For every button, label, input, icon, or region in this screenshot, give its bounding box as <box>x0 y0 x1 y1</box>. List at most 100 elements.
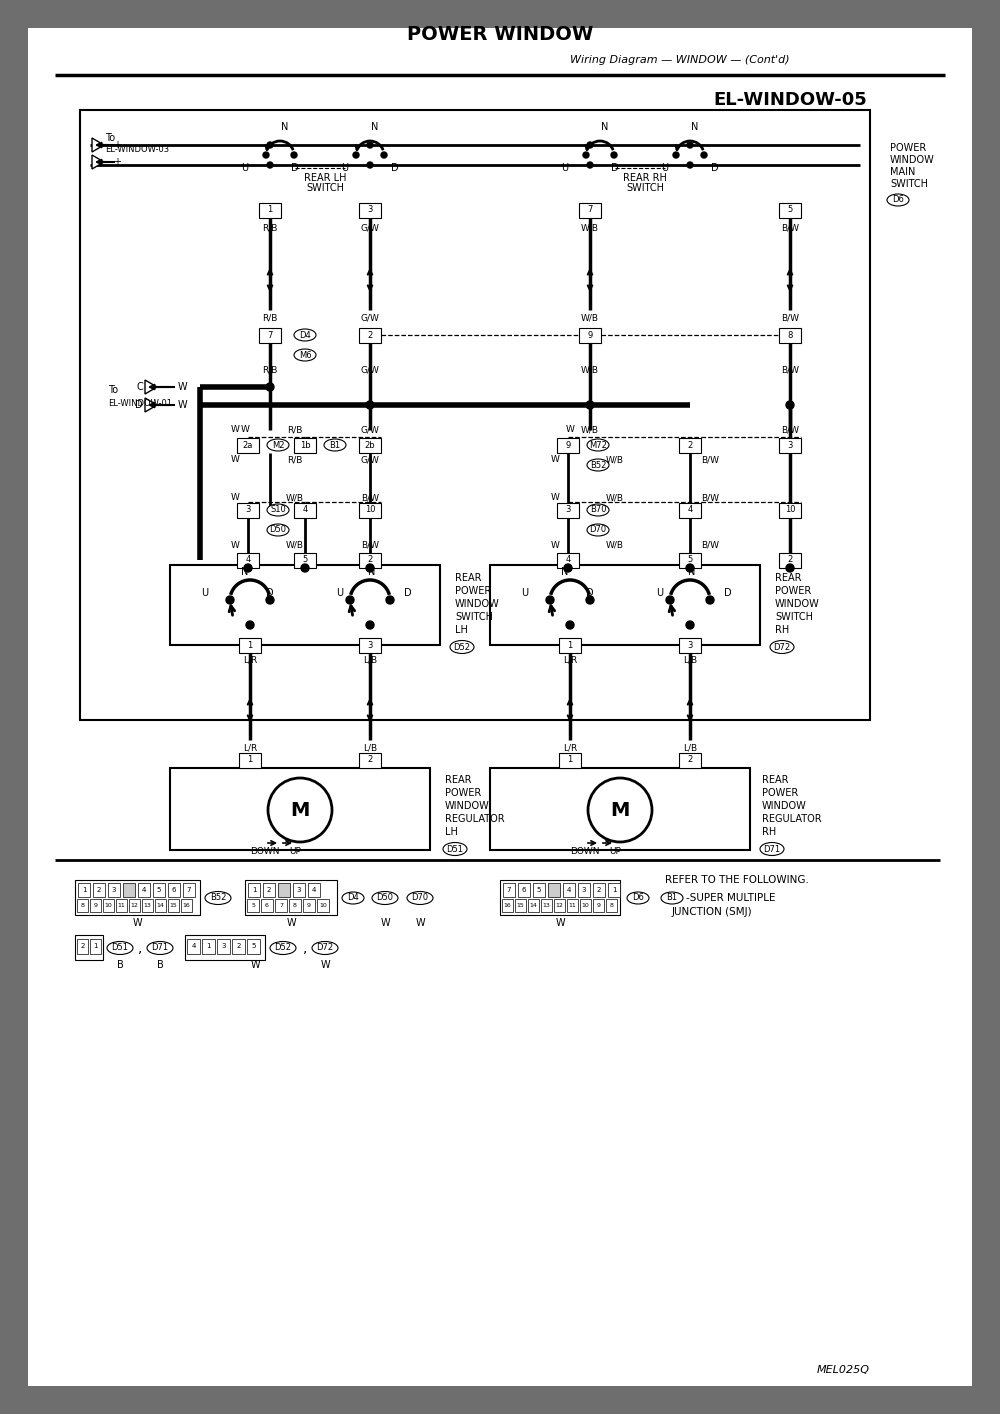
Bar <box>359 553 381 567</box>
Text: WINDOW: WINDOW <box>890 156 935 165</box>
Text: R/B: R/B <box>287 426 303 434</box>
Bar <box>80 110 870 720</box>
Ellipse shape <box>887 194 909 206</box>
Ellipse shape <box>770 641 794 653</box>
Text: W: W <box>231 540 239 550</box>
Text: B/W: B/W <box>701 540 719 550</box>
Circle shape <box>587 141 593 148</box>
Text: L/R: L/R <box>563 744 577 752</box>
Text: 5: 5 <box>251 943 256 949</box>
Circle shape <box>268 778 332 841</box>
Text: 12: 12 <box>131 904 138 908</box>
Text: 6: 6 <box>522 887 526 894</box>
Bar <box>187 939 200 954</box>
Bar <box>185 935 265 960</box>
Text: M6: M6 <box>299 351 311 359</box>
Text: 2: 2 <box>97 887 101 894</box>
Circle shape <box>564 564 572 573</box>
Bar <box>170 566 440 645</box>
Text: L/R: L/R <box>243 656 257 665</box>
Text: SWITCH: SWITCH <box>455 612 493 622</box>
Text: D: D <box>724 588 732 598</box>
Ellipse shape <box>587 460 609 471</box>
Text: W: W <box>566 426 574 434</box>
Bar <box>679 502 701 518</box>
Text: 16: 16 <box>504 904 511 908</box>
Ellipse shape <box>342 892 364 904</box>
Text: W/B: W/B <box>581 365 599 375</box>
Bar <box>563 882 575 896</box>
Circle shape <box>346 595 354 604</box>
Ellipse shape <box>661 892 683 904</box>
Text: 3: 3 <box>112 887 116 894</box>
Text: SWITCH: SWITCH <box>890 180 928 189</box>
Bar <box>779 328 801 342</box>
Text: POWER: POWER <box>890 143 926 153</box>
Text: 6: 6 <box>172 887 176 894</box>
Text: G/W: G/W <box>361 314 379 322</box>
Text: R/B: R/B <box>262 365 278 375</box>
Circle shape <box>687 163 693 168</box>
Text: MEL025Q: MEL025Q <box>817 1365 870 1374</box>
Bar <box>263 882 275 896</box>
Text: SWITCH: SWITCH <box>775 612 813 622</box>
Bar <box>294 437 316 452</box>
Text: W/B: W/B <box>606 455 624 465</box>
Bar <box>557 502 579 518</box>
Text: D72: D72 <box>316 943 334 953</box>
Text: W: W <box>551 540 559 550</box>
Text: B/W: B/W <box>781 426 799 434</box>
Text: 7: 7 <box>187 887 191 894</box>
Bar <box>679 638 701 652</box>
Circle shape <box>366 402 374 409</box>
Text: ,: , <box>138 940 142 954</box>
Text: 2: 2 <box>687 755 693 765</box>
Text: L/B: L/B <box>683 744 697 752</box>
Circle shape <box>366 564 374 573</box>
Text: 2: 2 <box>367 556 373 564</box>
Text: 1: 1 <box>567 641 573 649</box>
Text: B52: B52 <box>210 894 226 902</box>
Bar <box>593 882 605 896</box>
Bar <box>502 899 513 912</box>
Text: W: W <box>415 918 425 928</box>
Text: 1: 1 <box>247 641 253 649</box>
Text: B/W: B/W <box>701 493 719 502</box>
Bar <box>75 880 200 915</box>
Text: W/B: W/B <box>286 540 304 550</box>
Text: M72: M72 <box>589 441 607 450</box>
Ellipse shape <box>270 942 296 954</box>
Text: 1: 1 <box>267 205 273 215</box>
Text: M2: M2 <box>272 441 284 450</box>
Text: 7: 7 <box>279 904 283 908</box>
Text: B/W: B/W <box>781 365 799 375</box>
Bar <box>308 882 320 896</box>
Circle shape <box>583 151 589 158</box>
Circle shape <box>381 151 387 158</box>
Bar <box>239 752 261 768</box>
Text: +: + <box>113 140 121 150</box>
Text: 1: 1 <box>82 887 86 894</box>
Text: B70: B70 <box>590 505 606 515</box>
Ellipse shape <box>407 891 433 905</box>
Text: EL-WINDOW-01: EL-WINDOW-01 <box>108 399 172 407</box>
Bar <box>518 882 530 896</box>
Text: G/W: G/W <box>361 455 379 465</box>
Text: D: D <box>291 163 299 173</box>
Text: 2a: 2a <box>243 441 253 450</box>
Text: POWER: POWER <box>455 585 491 595</box>
Text: DOWN: DOWN <box>250 847 280 857</box>
Bar <box>247 939 260 954</box>
Ellipse shape <box>450 641 474 653</box>
Text: REAR: REAR <box>445 775 472 785</box>
Text: D6: D6 <box>892 195 904 205</box>
Bar <box>559 752 581 768</box>
Text: LH: LH <box>455 625 468 635</box>
Text: D52: D52 <box>274 943 292 953</box>
Text: RH: RH <box>775 625 789 635</box>
Text: N: N <box>371 122 379 132</box>
Text: 10: 10 <box>105 904 112 908</box>
Text: 8: 8 <box>293 904 297 908</box>
Text: 3: 3 <box>367 205 373 215</box>
Polygon shape <box>92 139 104 151</box>
